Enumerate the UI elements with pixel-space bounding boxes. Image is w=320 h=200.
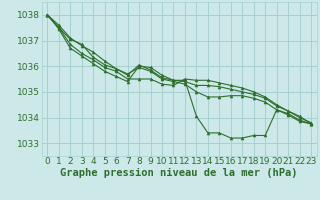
X-axis label: Graphe pression niveau de la mer (hPa): Graphe pression niveau de la mer (hPa) <box>60 168 298 178</box>
